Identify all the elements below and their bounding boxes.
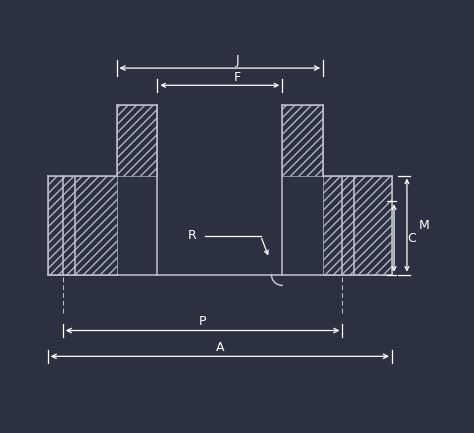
Bar (48, 176, 117, 275)
Text: F: F (233, 71, 241, 84)
Text: C: C (407, 232, 416, 245)
Text: R: R (187, 229, 196, 242)
Text: A: A (216, 341, 224, 354)
Bar (323, 176, 392, 275)
Text: P: P (199, 315, 206, 328)
Bar (282, 105, 323, 176)
Text: M: M (419, 219, 429, 232)
Bar (117, 105, 157, 176)
Text: J: J (235, 54, 239, 67)
